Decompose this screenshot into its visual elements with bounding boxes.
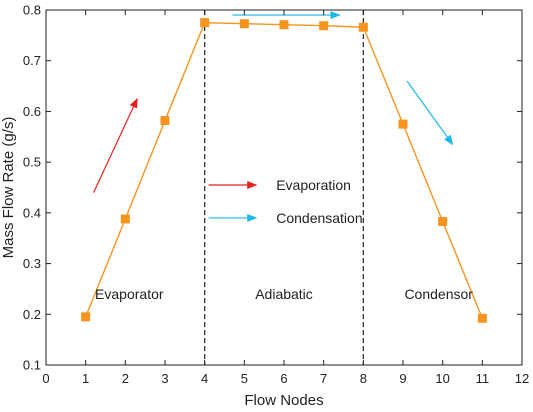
series-markers xyxy=(81,18,487,323)
x-tick-label: 10 xyxy=(435,371,449,386)
x-tick-label: 1 xyxy=(82,371,89,386)
y-axis-label: Mass Flow Rate (g/s) xyxy=(0,117,17,259)
data-point xyxy=(319,21,329,31)
series-line xyxy=(85,21,483,319)
y-tick-label: 0.6 xyxy=(23,104,41,119)
y-tick-label: 0.5 xyxy=(23,155,41,170)
flow-direction-arrow xyxy=(406,80,454,146)
x-tick-label: 7 xyxy=(320,371,327,386)
region-label: Condensor xyxy=(404,286,473,302)
y-tick-label: 0.4 xyxy=(23,205,41,220)
x-tick-label: 2 xyxy=(122,371,129,386)
y-tick-label: 0.8 xyxy=(23,3,41,18)
data-point xyxy=(279,20,289,30)
axes: 0 1 2 3 4 5 6 7 8 9 10 11 120.10.20.30.40.50.60.70.8 xyxy=(23,3,529,387)
region-label: Evaporator xyxy=(95,286,164,302)
region-label: Adiabatic xyxy=(255,286,313,302)
y-tick-label: 0.3 xyxy=(23,256,41,271)
x-tick-label: 8 xyxy=(360,371,367,386)
data-point xyxy=(239,19,249,29)
legend-label: Condensation xyxy=(276,210,362,226)
x-tick-label: 9 xyxy=(399,371,406,386)
x-tick-label: 6 xyxy=(280,371,287,386)
data-point xyxy=(120,214,130,224)
x-tick-label: 12 xyxy=(515,371,529,386)
data-point xyxy=(200,18,210,28)
data-point xyxy=(358,22,368,32)
legend: Evaporation Condensation xyxy=(208,177,363,226)
region-labels: Evaporator Adiabatic Condensor xyxy=(95,286,473,302)
data-point xyxy=(160,116,170,126)
x-axis-label: Flow Nodes xyxy=(244,392,323,409)
x-tick-label: 4 xyxy=(201,371,208,386)
x-tick-label: 0 xyxy=(42,371,49,386)
data-point xyxy=(477,313,487,323)
data-point xyxy=(438,216,448,226)
y-tick-label: 0.7 xyxy=(23,53,41,68)
data-point xyxy=(398,119,408,129)
region-dividers xyxy=(204,10,364,365)
flow-direction-arrow xyxy=(93,97,138,193)
data-point xyxy=(81,312,91,322)
annotation-arrows xyxy=(93,11,454,193)
y-tick-label: 0.1 xyxy=(23,358,41,373)
x-tick-label: 5 xyxy=(241,371,248,386)
x-tick-label: 3 xyxy=(161,371,168,386)
mass-flow-line xyxy=(85,21,483,319)
legend-label: Evaporation xyxy=(276,177,351,193)
y-tick-label: 0.2 xyxy=(23,307,41,322)
x-tick-label: 11 xyxy=(476,371,490,386)
